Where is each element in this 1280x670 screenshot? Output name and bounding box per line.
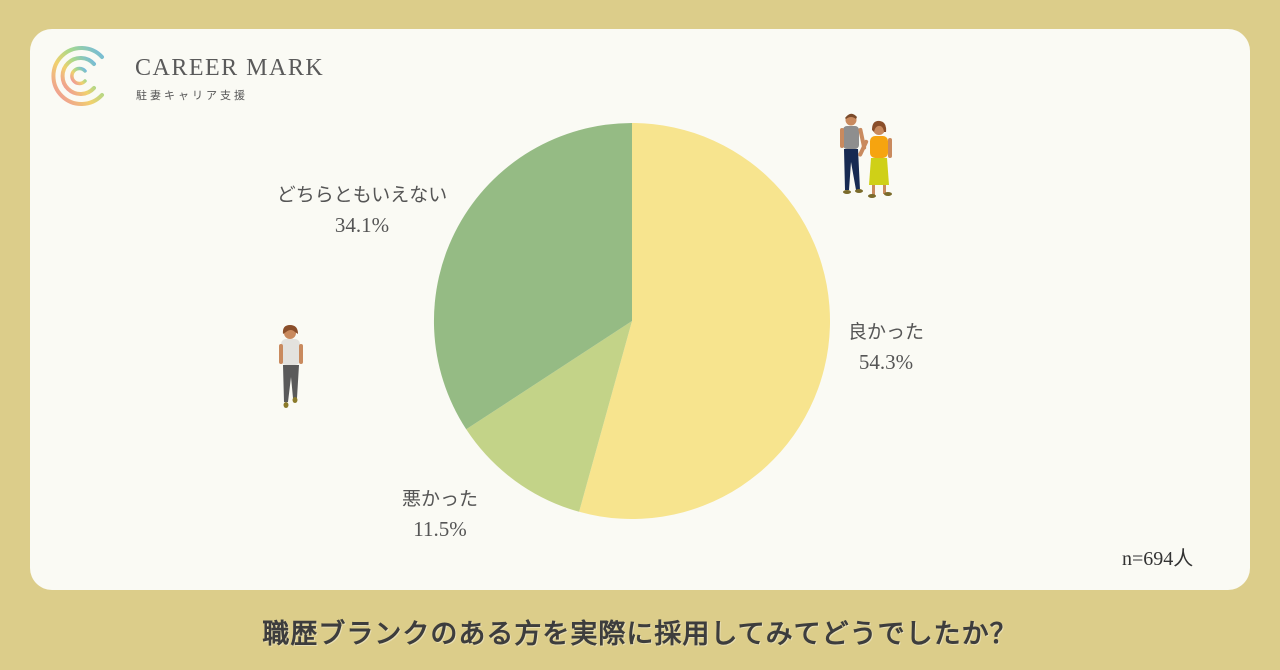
couple-walking-illustration-icon (840, 113, 892, 198)
label-good-name: 良かった (847, 321, 924, 343)
label-good: 良かった 54.3% (826, 317, 946, 377)
label-good-pct: 54.3% (858, 350, 914, 374)
slice-neutral (433, 122, 632, 430)
sample-size: n=694人 (1122, 548, 1194, 570)
slice-good (579, 123, 831, 519)
label-bad-pct: 11.5% (413, 517, 467, 541)
brand-subtitle: 駐妻キャリア支援 (136, 89, 248, 102)
chart-title-question: 職歴ブランクのある方を実際に採用してみてどうでしたか？ (262, 619, 1018, 650)
label-bad-name: 悪かった (401, 488, 478, 510)
label-neutral-pct: 34.1% (334, 213, 390, 237)
career-mark-logo-icon (51, 46, 104, 106)
label-neutral: どちらともいえない 34.1% (262, 180, 462, 240)
label-neutral-name: どちらともいえない (276, 184, 448, 206)
woman-walking-illustration-icon (279, 325, 303, 408)
label-bad: 悪かった 11.5% (380, 484, 500, 544)
slice-bad (466, 321, 632, 512)
brand-name: CAREER MARK (135, 55, 325, 81)
